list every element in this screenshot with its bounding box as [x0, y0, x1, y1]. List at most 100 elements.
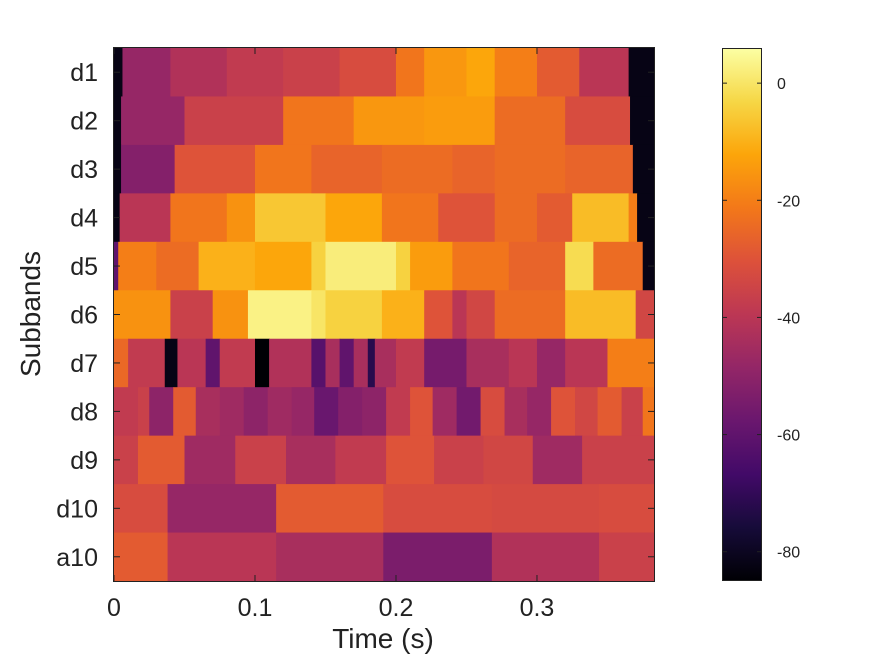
cell-d4 [628, 193, 638, 243]
y-tick-label: d3 [70, 156, 98, 184]
cell-d9 [286, 435, 336, 485]
cell-d2 [424, 96, 496, 146]
cell-d8 [575, 387, 599, 437]
cell-d8 [173, 387, 197, 437]
cell-d5 [198, 241, 256, 291]
cell-d8 [410, 387, 434, 437]
cell-d2 [121, 96, 186, 146]
cell-a10 [276, 532, 384, 582]
cell-d5 [325, 241, 397, 291]
cell-d3 [494, 144, 566, 194]
cell-d7 [164, 338, 179, 388]
x-axis-label: Time (s) [332, 623, 434, 654]
cell-d8 [432, 387, 458, 437]
y-tick-label: d8 [70, 398, 98, 426]
cell-a10 [491, 532, 600, 582]
y-tick-label: d6 [70, 302, 98, 330]
cell-d8 [195, 387, 221, 437]
cell-d5 [452, 241, 510, 291]
cell-a10 [599, 532, 655, 582]
cell-d7 [536, 338, 566, 388]
cell-d7 [565, 338, 609, 388]
cell-d7 [607, 338, 655, 388]
cell-d8 [219, 387, 245, 437]
cell-d9 [434, 435, 484, 485]
cell-d1 [424, 48, 468, 98]
cell-d5 [508, 241, 566, 291]
cell-d10 [167, 484, 277, 534]
cell-d7 [367, 338, 376, 388]
cell-d1 [395, 48, 425, 98]
cell-d4 [325, 193, 383, 243]
cell-d6 [565, 290, 637, 340]
cell-d7 [254, 338, 270, 388]
colorbar [722, 48, 762, 581]
colorbar-tick-label: 0 [777, 76, 786, 93]
cell-d3 [452, 144, 496, 194]
cell-d6 [466, 290, 496, 340]
cell-d6 [494, 290, 566, 340]
cell-d6 [452, 290, 468, 340]
y-tick-label: d7 [70, 350, 98, 378]
cell-d4 [572, 193, 630, 243]
colorbar-tick-label: -40 [777, 310, 800, 327]
cell-d6 [311, 290, 327, 340]
x-tick-label: 0.2 [379, 594, 414, 622]
cell-d10 [276, 484, 384, 534]
cell-d1 [170, 48, 228, 98]
cell-d7 [466, 338, 510, 388]
cell-d4 [438, 193, 496, 243]
cell-d9 [137, 435, 186, 485]
cell-d4 [119, 193, 171, 243]
cell-d2 [283, 96, 355, 146]
x-tick-label: 0 [107, 594, 121, 622]
heatmap-cells [114, 48, 655, 582]
x-tick-label: 0.1 [238, 594, 273, 622]
cell-d5 [118, 241, 157, 291]
cell-d7 [325, 338, 341, 388]
cell-d3 [174, 144, 256, 194]
cell-d5 [593, 241, 644, 291]
cell-d3 [565, 144, 634, 194]
y-tick-label: d2 [70, 108, 98, 136]
cell-d9 [582, 435, 655, 485]
y-axis-ticks: d1 d2 d3 d4 d5 d6 d7 d8 d9 d10 a10 [56, 59, 654, 572]
cell-d3 [632, 144, 655, 194]
cell-d6 [114, 290, 171, 340]
y-axis-label: Subbands [15, 251, 46, 377]
cell-d8 [551, 387, 576, 437]
cell-d7 [219, 338, 256, 388]
cell-d4 [254, 193, 327, 243]
cell-d5 [311, 241, 327, 291]
cell-d1 [466, 48, 496, 98]
cell-d5 [156, 241, 200, 291]
cell-d8 [597, 387, 623, 437]
cell-d4 [637, 193, 655, 243]
y-tick-label: d9 [70, 447, 98, 475]
cell-d8 [527, 387, 552, 437]
colorbar-frame [722, 48, 762, 581]
cell-d9 [335, 435, 387, 485]
cell-d4 [170, 193, 228, 243]
cell-d8 [338, 387, 363, 437]
cell-d5 [410, 241, 453, 291]
cell-a10 [114, 532, 169, 582]
cell-d7 [205, 338, 221, 388]
cell-d7 [508, 338, 538, 388]
cell-d8 [480, 387, 506, 437]
cell-d4 [381, 193, 439, 243]
x-axis-ticks: 0 0.1 0.2 0.3 [107, 48, 554, 622]
cell-d3 [311, 144, 383, 194]
cell-d7 [311, 338, 327, 388]
cell-d6 [325, 290, 383, 340]
cell-d1 [579, 48, 630, 98]
y-tick-label: d1 [70, 59, 98, 87]
cell-d7 [339, 338, 355, 388]
cell-d6 [247, 290, 312, 340]
cell-d6 [381, 290, 425, 340]
cell-d4 [226, 193, 256, 243]
cell-d1 [494, 48, 538, 98]
y-tick-label: a10 [56, 544, 98, 572]
cell-d8 [314, 387, 339, 437]
